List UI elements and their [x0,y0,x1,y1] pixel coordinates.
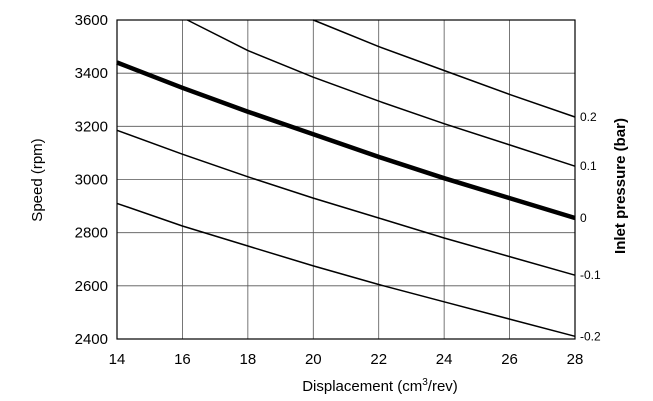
x-axis-title: Displacement (cm3/rev) [302,377,458,395]
series-line-0.1 [186,19,576,167]
y2-axis-title: Inlet pressure (bar) [612,118,629,254]
right-label: -0.1 [580,268,601,282]
series-line-0.2 [313,19,576,118]
y-tick-label: 3600 [75,12,108,29]
right-labels: -0.2 -0.1 0 0.1 0.2 [580,110,601,343]
series-line--0.2 [116,202,576,338]
right-label: -0.2 [580,329,601,343]
plot-frame [116,19,576,340]
x-tick-label: 18 [240,351,257,368]
x-tick-label: 24 [436,351,453,368]
y-tick-labels: 2400 2600 2800 3000 3200 3400 3600 [75,12,108,348]
y-tick-label: 3000 [75,172,108,189]
x-tick-label: 16 [174,351,191,368]
x-tick-labels: 14 16 18 20 22 24 26 28 [109,351,584,368]
y-axis-title: Speed (rpm) [29,138,46,221]
grid [116,19,576,340]
y-tick-label: 2400 [75,331,108,348]
series-line--0.1 [116,129,576,276]
series-line-0 [116,60,576,221]
x-tick-label: 26 [501,351,518,368]
x-tick-label: 14 [109,351,126,368]
right-label: 0.1 [580,159,597,173]
y-tick-label: 3200 [75,118,108,135]
y-tick-label: 2800 [75,225,108,242]
plot-area-border [116,19,576,340]
x-tick-label: 20 [305,351,322,368]
y-tick-label: 3400 [75,65,108,82]
right-label: 0.2 [580,110,597,124]
x-tick-label: 22 [370,351,387,368]
x-tick-label: 28 [567,351,584,368]
right-label: 0 [580,211,587,225]
y-tick-label: 2600 [75,278,108,295]
curves [116,19,576,338]
